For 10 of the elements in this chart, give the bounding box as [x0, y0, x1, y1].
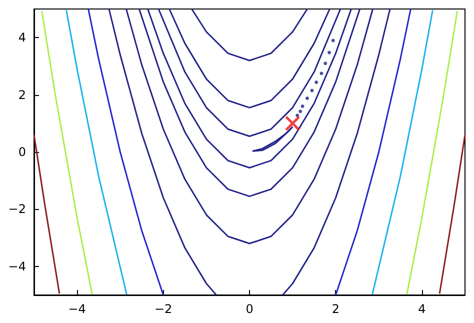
- x-tick-label: −2: [154, 302, 172, 316]
- x-tick-label: −4: [68, 302, 86, 316]
- y-tick-label: 0: [18, 145, 26, 159]
- y-tick-label: −2: [8, 202, 26, 216]
- x-tick-label: 0: [246, 302, 254, 316]
- x-tick-label: 2: [332, 302, 340, 316]
- x-tick-label: 4: [418, 302, 426, 316]
- y-tick-label: 4: [18, 30, 26, 45]
- y-tick-label: 2: [18, 88, 26, 102]
- y-tick-label: −4: [8, 259, 26, 274]
